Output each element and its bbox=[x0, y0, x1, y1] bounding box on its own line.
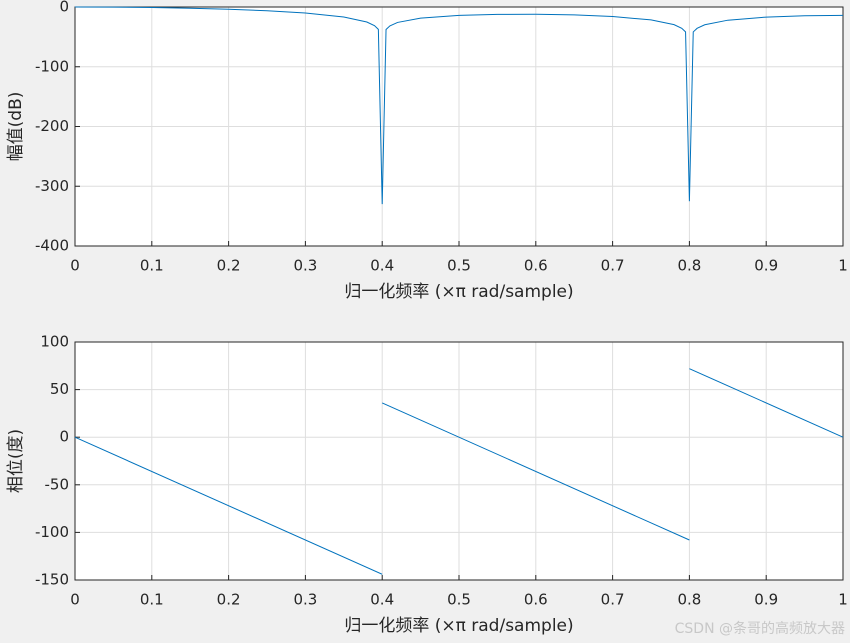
y-axis-label: 幅值(dB) bbox=[6, 92, 26, 162]
plot-frame bbox=[74, 341, 844, 581]
data-line bbox=[74, 368, 844, 575]
watermark: CSDN @条哥的高频放大器 bbox=[675, 620, 845, 637]
y-tick-label: -50 bbox=[45, 475, 70, 493]
y-tick-label: -400 bbox=[35, 237, 69, 255]
x-tick-label: 0.6 bbox=[524, 257, 548, 275]
y-tick-label: 0 bbox=[59, 0, 69, 16]
y-tick-label: -100 bbox=[35, 523, 69, 541]
x-tick-label: 0.6 bbox=[524, 591, 548, 609]
x-tick-label: 0.3 bbox=[293, 257, 317, 275]
y-tick-label: -100 bbox=[35, 57, 69, 75]
x-tick-label: 0.7 bbox=[601, 591, 625, 609]
x-tick-label: 0.9 bbox=[754, 257, 778, 275]
x-tick-label: 1 bbox=[838, 257, 848, 275]
y-tick-label: -300 bbox=[35, 177, 69, 195]
x-tick-label: 0.5 bbox=[447, 591, 471, 609]
x-tick-label: 0.1 bbox=[140, 257, 164, 275]
data-line bbox=[74, 6, 844, 205]
plot-frame bbox=[74, 6, 844, 247]
y-axis-label: 相位(度) bbox=[6, 429, 26, 493]
x-tick-label: 0.7 bbox=[601, 257, 625, 275]
x-tick-label: 0.5 bbox=[447, 257, 471, 275]
x-tick-label: 0 bbox=[70, 591, 80, 609]
x-tick-label: 0.8 bbox=[677, 257, 701, 275]
x-tick-label: 0.4 bbox=[370, 257, 394, 275]
y-tick-label: -200 bbox=[35, 117, 69, 135]
x-tick-label: 0 bbox=[70, 257, 80, 275]
y-tick-label: -150 bbox=[35, 571, 69, 589]
x-axis-label: 归一化频率 (×π rad/sample) bbox=[344, 616, 573, 636]
y-tick-label: 0 bbox=[59, 428, 69, 446]
y-tick-label: 50 bbox=[50, 380, 69, 398]
x-tick-label: 0.3 bbox=[293, 591, 317, 609]
x-tick-label: 0.2 bbox=[217, 591, 241, 609]
x-tick-label: 1 bbox=[838, 591, 848, 609]
x-tick-label: 0.8 bbox=[677, 591, 701, 609]
x-axis-label: 归一化频率 (×π rad/sample) bbox=[344, 282, 573, 302]
y-tick-label: 100 bbox=[40, 333, 69, 351]
x-tick-label: 0.9 bbox=[754, 591, 778, 609]
x-tick-label: 0.1 bbox=[140, 591, 164, 609]
x-tick-label: 0.2 bbox=[217, 257, 241, 275]
x-tick-label: 0.4 bbox=[370, 591, 394, 609]
